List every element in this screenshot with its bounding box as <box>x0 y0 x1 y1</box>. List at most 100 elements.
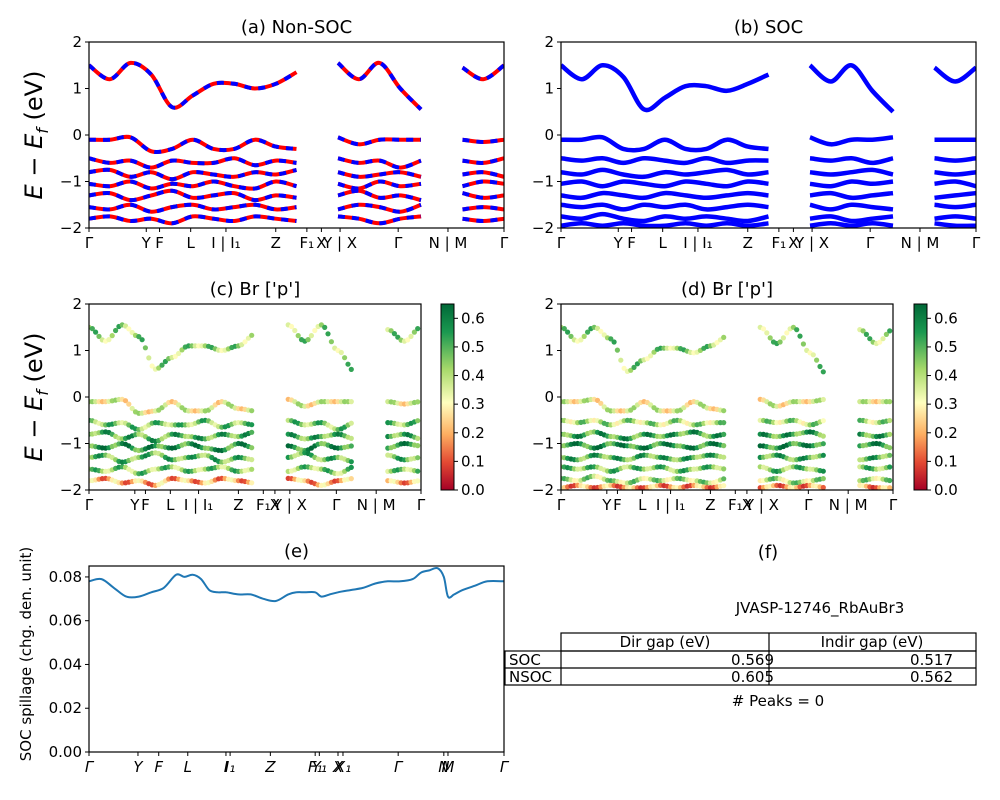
kpoint-label: Y <box>601 496 612 514</box>
colorbar-tick-label: 0.5 <box>934 338 958 356</box>
table-header-indir-gap: Indir gap (eV) <box>821 633 924 651</box>
ytick-label: 2 <box>544 33 554 51</box>
band-line-nonsoc-dash <box>462 216 504 224</box>
kpoint-label: Γ <box>394 758 404 776</box>
ytick-label: 0 <box>72 126 82 144</box>
bands-group <box>561 63 976 228</box>
band-line-nonsoc-dash <box>89 134 297 155</box>
kpoint-label: Γ <box>866 234 875 252</box>
band-point <box>810 352 816 358</box>
band-point <box>883 331 890 337</box>
ytick-label: −2 <box>60 481 82 499</box>
band-line-soc <box>934 221 976 228</box>
band-point <box>887 328 893 334</box>
kpoint-label: I | I₁ <box>184 496 213 514</box>
kpoint-label: Z <box>743 234 753 252</box>
band-point <box>820 476 826 482</box>
panel-title-b: (b) SOC <box>734 17 803 38</box>
band-point <box>288 323 295 330</box>
kpoint-label: Γ <box>557 234 566 252</box>
band-point <box>348 476 354 482</box>
band-point <box>142 345 148 351</box>
kpoint-label: I | I₁ <box>683 234 712 252</box>
band-point <box>887 445 893 451</box>
kpoint-label: Y | X <box>322 234 357 252</box>
band-line-nonsoc-dash <box>462 137 504 145</box>
band-point <box>415 455 421 461</box>
colorbar-tick-label: 0.3 <box>934 395 958 413</box>
kpoint-label: Y <box>129 496 140 514</box>
band-line-soc <box>561 167 769 180</box>
kpoint-label: Y | X <box>272 496 307 514</box>
band-point <box>887 477 893 484</box>
band-point <box>312 327 318 334</box>
band-line-nonsoc <box>89 156 297 170</box>
band-line-soc <box>809 202 894 212</box>
band-point <box>568 333 574 339</box>
band-point <box>721 454 727 460</box>
kpoint-label: N | M <box>829 496 868 514</box>
band-line-soc <box>561 221 769 228</box>
band-point <box>618 357 624 363</box>
band-point <box>887 485 893 490</box>
kpoint-label: Y₁ <box>312 758 327 776</box>
panel-f-title: (f) <box>758 542 778 563</box>
band-point <box>565 329 571 335</box>
kpoint-label: M <box>441 758 454 776</box>
band-point <box>408 333 414 339</box>
ylabel-spillage: SOC spillage (chg. den. unit) <box>17 547 35 762</box>
band-point <box>96 333 102 339</box>
band-line-soc <box>934 190 976 201</box>
colorbar-tick-label: 0.4 <box>934 367 958 385</box>
kpoint-label: F <box>155 234 164 252</box>
band-point <box>721 443 727 449</box>
band-line-nonsoc-dash <box>337 170 422 179</box>
band-point <box>415 443 421 449</box>
panel-title-e: (e) <box>284 541 309 562</box>
band-point <box>249 332 255 338</box>
band-line-soc <box>561 190 769 201</box>
kpoint-label: Γ <box>804 496 813 514</box>
band-point <box>721 476 727 482</box>
kpoint-label: L <box>184 758 192 776</box>
band-point <box>348 399 354 405</box>
band-line-soc <box>561 211 770 224</box>
points-group <box>561 324 893 490</box>
band-line-soc <box>809 167 894 177</box>
kpoint-label: F₁ <box>256 496 271 514</box>
band-point <box>415 326 421 332</box>
band-point <box>325 331 331 337</box>
kpoint-label: Z <box>233 496 243 514</box>
colorbar-tick-label: 0.1 <box>461 452 485 470</box>
band-point <box>760 326 767 332</box>
band-point <box>780 335 787 341</box>
band-point <box>308 333 314 339</box>
ytick-label: 0 <box>72 388 82 406</box>
band-point <box>561 326 567 332</box>
spillage-line <box>88 566 505 603</box>
ytick-label: 0.06 <box>49 612 82 630</box>
band-point <box>242 339 248 345</box>
band-point <box>348 464 354 470</box>
ytick-label: −2 <box>60 219 82 237</box>
band-point <box>608 336 614 342</box>
table-cell: 0.517 <box>910 651 953 669</box>
band-point <box>322 324 328 330</box>
ytick-label: 2 <box>72 33 82 51</box>
band-point <box>129 405 135 412</box>
band-point <box>721 431 727 437</box>
kpoint-label: F <box>154 758 163 776</box>
band-point <box>348 420 354 426</box>
band-point <box>863 331 870 337</box>
band-point <box>764 330 770 336</box>
band-point <box>146 355 152 361</box>
kpoint-label: Y | X <box>744 496 779 514</box>
band-line-soc <box>561 202 769 212</box>
band-point <box>867 336 873 342</box>
panel-title-d: (d) Br ['p'] <box>681 279 773 300</box>
band-point <box>880 336 886 342</box>
kpoint-label: I₁ <box>225 758 235 776</box>
band-point <box>345 361 351 367</box>
colorbar-tick-label: 0.6 <box>461 309 485 327</box>
band-point <box>585 329 591 335</box>
